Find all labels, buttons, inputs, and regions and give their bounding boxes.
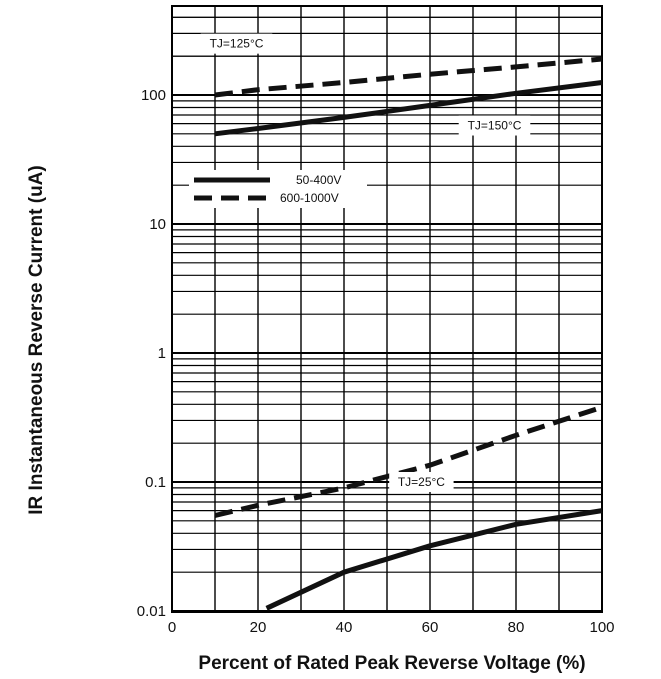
annotation-box — [458, 115, 531, 136]
annotation-label: TJ=125°C — [210, 37, 264, 51]
legend: 50-400V 600-1000V — [189, 170, 367, 208]
series-line-3-dashed — [214, 404, 603, 518]
x-tick-label: 60 — [422, 619, 439, 636]
y-axis-title: IR Instantaneous Reverse Current (uA) — [26, 165, 47, 514]
series-line-4-solid — [265, 508, 603, 611]
x-tick-label: 100 — [589, 619, 614, 636]
tick-labels: 0 20 40 60 80 100 0.01 0.1 1 10 100 — [137, 87, 615, 636]
x-axis-title: Percent of Rated Peak Reverse Voltage (%… — [198, 653, 585, 674]
annotation-box — [200, 33, 273, 54]
annotation-3: TJ=25°C — [389, 472, 454, 492]
x-tick-label: 40 — [336, 619, 353, 636]
grid — [171, 5, 603, 613]
annotation-1: TJ=125°C — [200, 33, 273, 54]
y-tick-label: 10 — [149, 216, 166, 233]
legend-box — [189, 170, 367, 208]
annotation-label: TJ=150°C — [468, 119, 522, 133]
legend-label: 600-1000V — [280, 191, 339, 205]
legend-label: 50-400V — [296, 173, 341, 187]
y-tick-label: 0.01 — [137, 603, 166, 620]
annotation-label: TJ=25°C — [398, 475, 445, 489]
series-line-2-solid — [214, 80, 603, 137]
x-tick-label: 80 — [508, 619, 525, 636]
annotation-box — [389, 472, 454, 492]
series-line-1-dashed — [214, 56, 603, 98]
x-tick-label: 20 — [250, 619, 267, 636]
y-tick-label: 1 — [158, 345, 166, 362]
annotation-2: TJ=150°C — [458, 115, 531, 136]
x-tick-label: 0 — [168, 619, 176, 636]
y-tick-label: 0.1 — [145, 474, 166, 491]
series-layer — [214, 56, 603, 611]
y-tick-label: 100 — [141, 87, 166, 104]
annotation-layer: TJ=125°C TJ=150°C TJ=25°C — [200, 33, 531, 492]
